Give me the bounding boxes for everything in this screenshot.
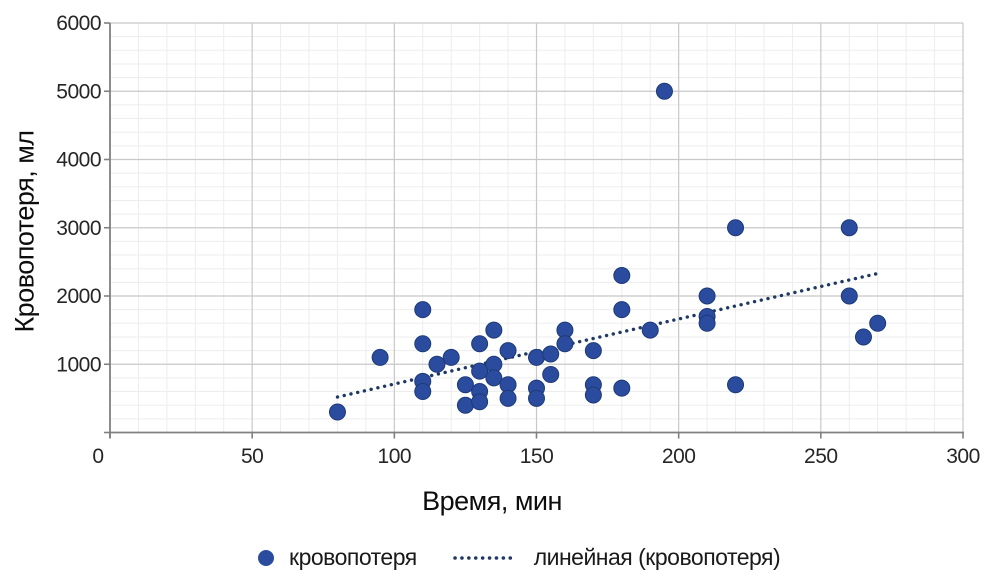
data-point: [840, 219, 858, 237]
data-point: [442, 348, 460, 366]
data-point: [641, 321, 659, 339]
data-point: [456, 376, 474, 394]
y-axis: [104, 22, 111, 439]
y-tick-labels: 1000 2000 3000 4000 5000 6000: [56, 12, 101, 376]
data-point: [727, 219, 745, 237]
dotted-line-icon: [452, 555, 519, 560]
data-point: [371, 348, 389, 366]
data-point: [499, 389, 517, 407]
data-point: [414, 335, 432, 353]
grid-major: [110, 22, 964, 433]
data-point: [584, 342, 602, 360]
data-point: [456, 396, 474, 414]
trend-line: [335, 271, 880, 399]
y-tick-label: 3000: [56, 217, 101, 240]
data-point: [698, 314, 716, 332]
data-point: [613, 301, 631, 319]
data-point: [428, 355, 446, 373]
x-tick-label: 50: [241, 445, 263, 468]
data-point: [698, 287, 716, 305]
legend-item-scatter: кровопотеря: [258, 544, 417, 571]
x-tick-label: 250: [804, 445, 838, 468]
data-point: [485, 321, 503, 339]
data-point: [328, 403, 346, 421]
data-point: [414, 301, 432, 319]
y-tick-label: 4000: [56, 149, 101, 172]
data-point: [854, 328, 872, 346]
legend-label-trendline: линейная (кровопотеря): [533, 544, 781, 570]
x-tick-label: 0: [92, 445, 103, 468]
y-axis-title: Кровопотеря, мл: [9, 130, 40, 333]
data-point: [613, 379, 631, 397]
data-point: [556, 335, 574, 353]
y-tick-label: 1000: [56, 353, 101, 376]
trendline-path: [335, 271, 880, 399]
data-point: [528, 389, 545, 407]
data-point: [414, 383, 432, 401]
y-tick-label: 5000: [56, 80, 101, 103]
data-point: [528, 348, 545, 366]
data-point: [584, 386, 602, 404]
data-point: [471, 393, 489, 411]
x-tick-labels: 0 50 100 150 200 250 300: [92, 445, 980, 468]
y-tick-label: 6000: [56, 12, 101, 35]
x-axis-title: Время, мин: [422, 486, 562, 516]
legend-label-scatter: кровопотеря: [289, 544, 417, 570]
data-point: [613, 267, 631, 285]
data-point: [499, 342, 517, 360]
x-axis: [109, 431, 964, 439]
chart-legend: кровопотеря линейная (кровопотеря): [258, 544, 781, 571]
legend-item-trendline: линейная (кровопотеря): [452, 544, 781, 571]
data-point: [542, 345, 560, 363]
data-point: [727, 376, 745, 394]
x-tick-label: 100: [378, 445, 412, 468]
data-point: [471, 362, 489, 380]
x-tick-label: 150: [520, 445, 554, 468]
data-point: [485, 369, 503, 387]
data-point: [542, 365, 560, 383]
y-tick-label: 2000: [56, 285, 101, 308]
data-points: [328, 82, 887, 421]
data-point: [869, 314, 887, 332]
data-point: [655, 82, 673, 100]
data-point: [471, 335, 489, 353]
x-tick-label: 300: [946, 445, 980, 468]
scatter-marker-icon: [258, 549, 274, 566]
data-point: [840, 287, 858, 305]
x-tick-label: 200: [662, 445, 696, 468]
